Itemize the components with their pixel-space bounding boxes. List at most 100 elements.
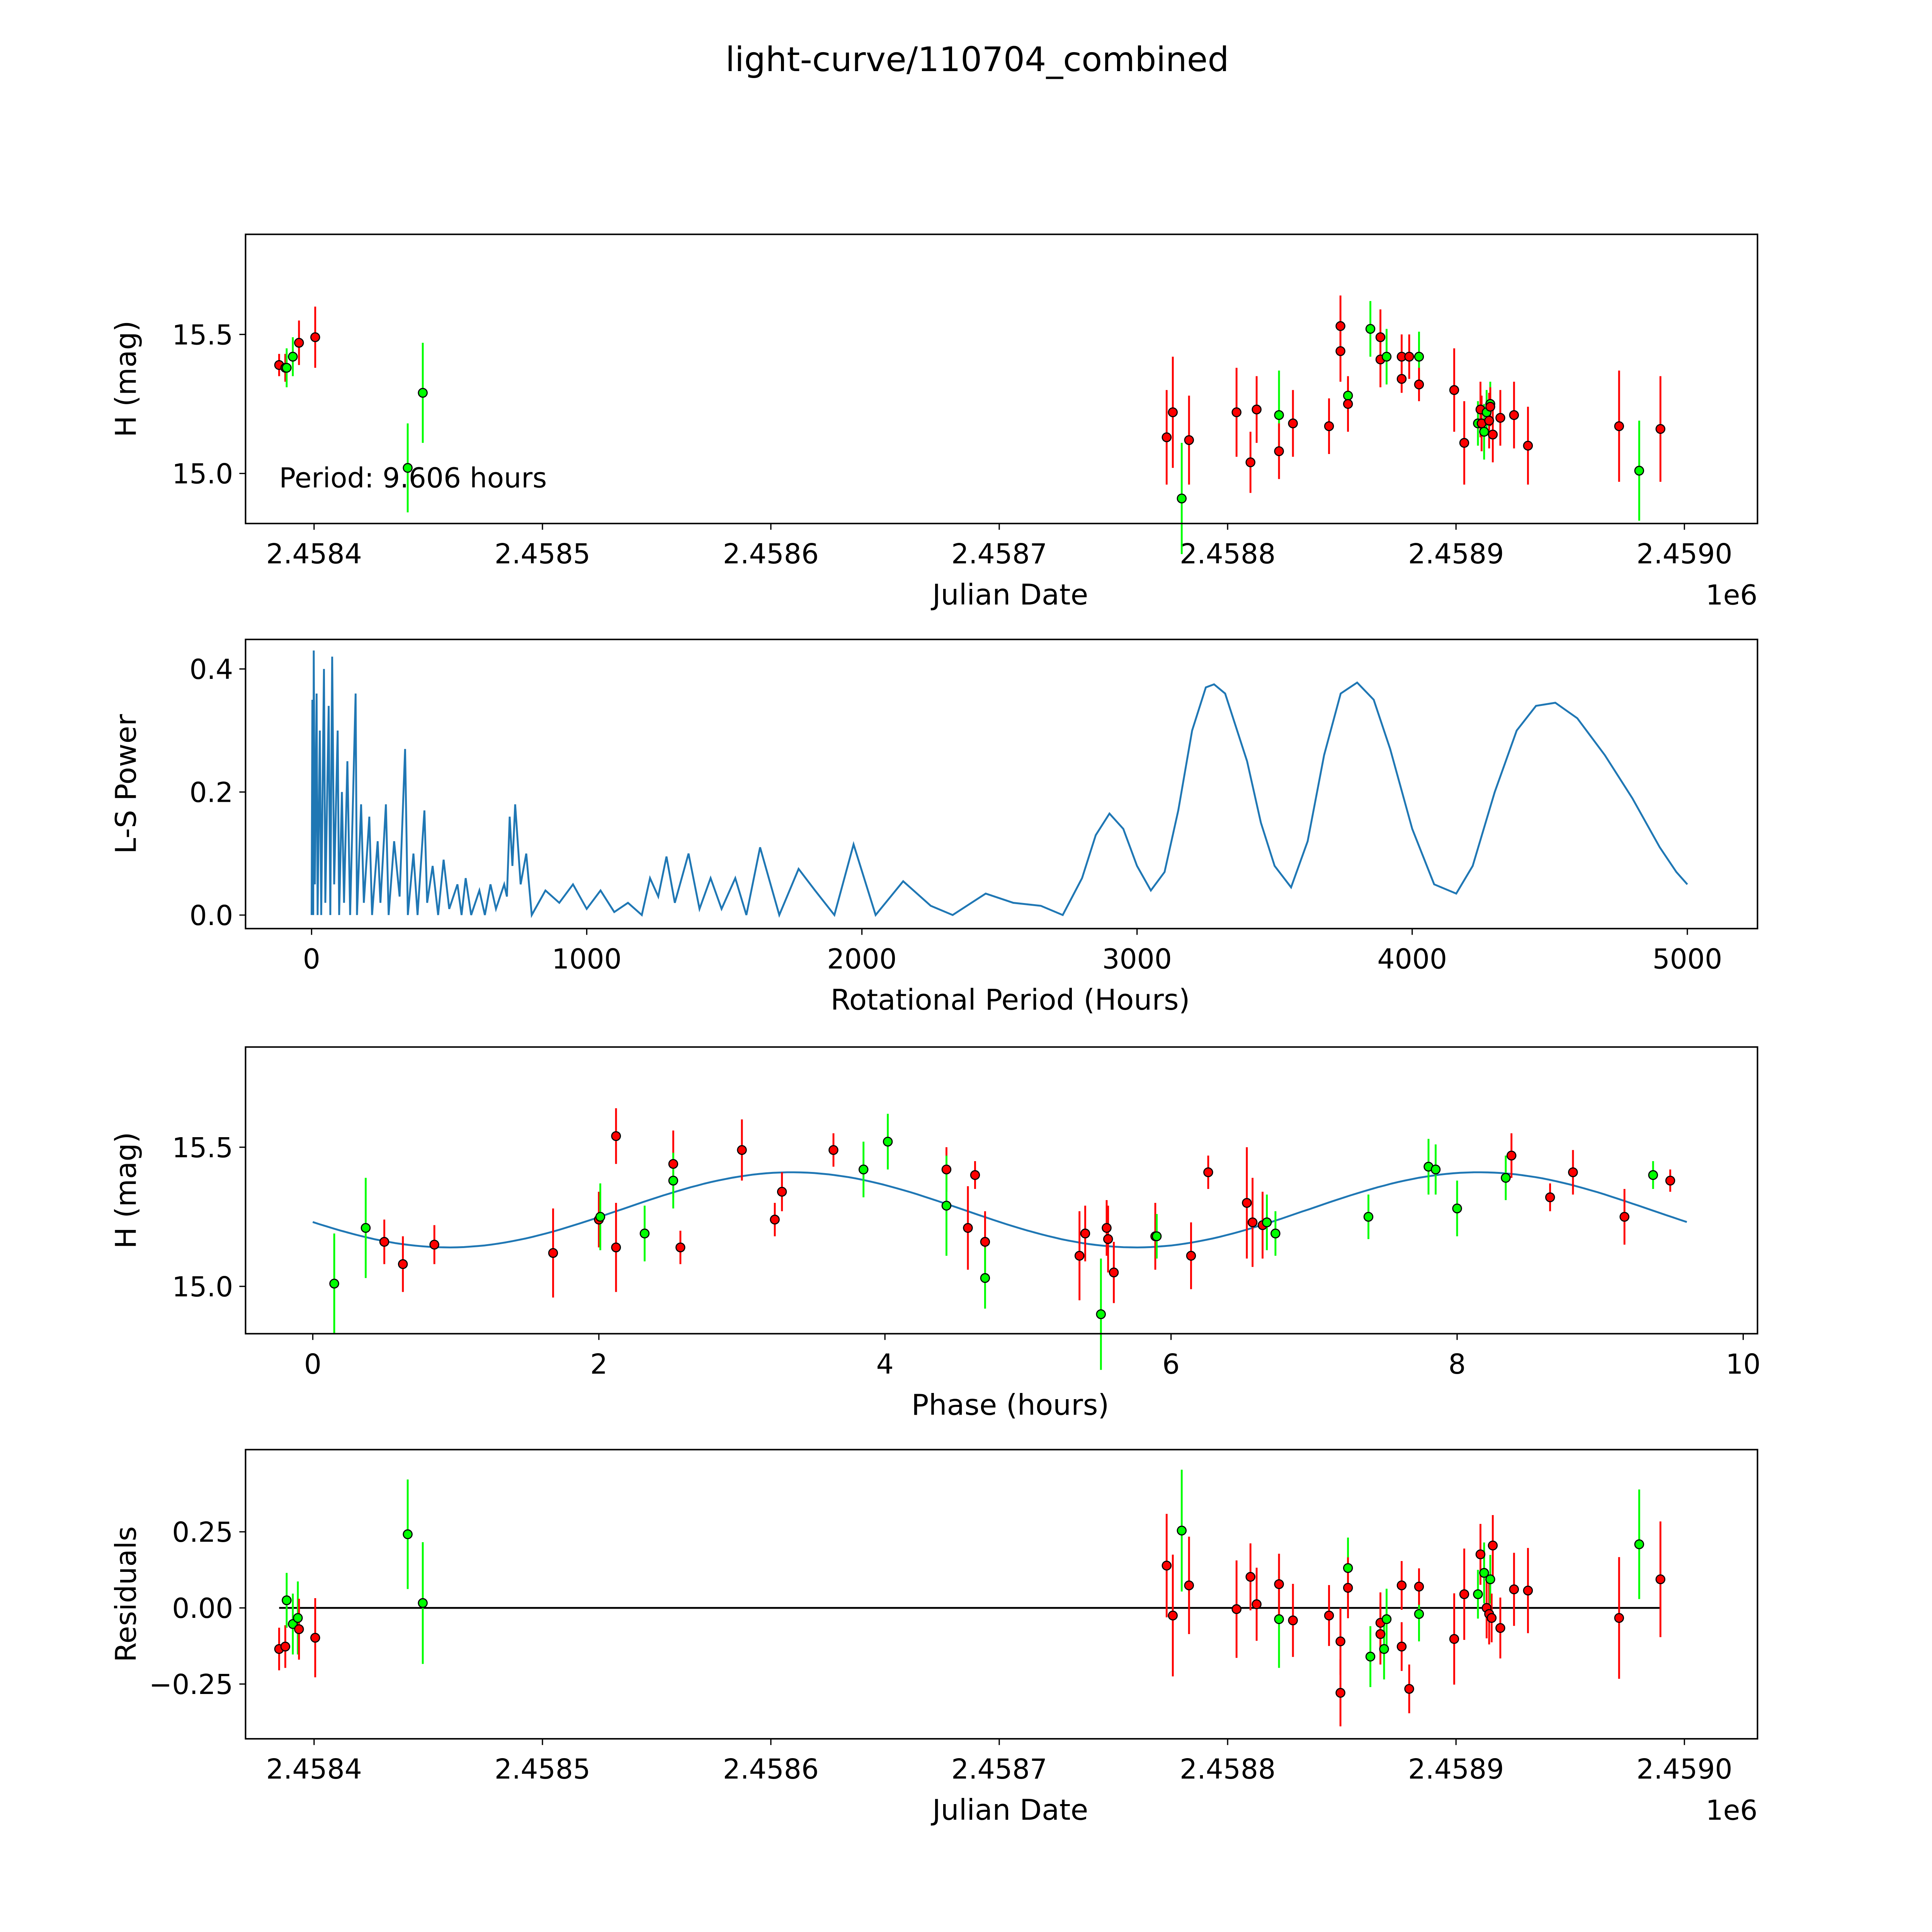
plot-frame bbox=[245, 1449, 1759, 1740]
data-point-r bbox=[1074, 1251, 1085, 1261]
data-point-r bbox=[1484, 415, 1494, 426]
data-point-g bbox=[293, 1613, 303, 1623]
data-point-g bbox=[1414, 352, 1424, 362]
data-point-g bbox=[1365, 324, 1376, 334]
data-point-g bbox=[1430, 1164, 1441, 1175]
data-point-r bbox=[1162, 432, 1172, 442]
data-point-r bbox=[1288, 1615, 1298, 1626]
data-point-r bbox=[1184, 1580, 1194, 1590]
x-tick-label: 2 bbox=[590, 1348, 607, 1380]
y-tick-label: 15.5 bbox=[172, 1132, 233, 1164]
data-point-r bbox=[828, 1145, 838, 1155]
data-point-g bbox=[1343, 391, 1353, 401]
data-point-g bbox=[288, 352, 298, 362]
data-point-g bbox=[980, 1273, 990, 1283]
data-point-r bbox=[1343, 399, 1353, 409]
data-point-r bbox=[1396, 1641, 1407, 1652]
data-point-r bbox=[429, 1240, 439, 1250]
x-tick-label: 5000 bbox=[1653, 943, 1723, 975]
x-tick-label: 2.4586 bbox=[723, 1753, 819, 1785]
data-point-g bbox=[883, 1136, 893, 1147]
data-point-r bbox=[294, 1624, 304, 1634]
data-point-r bbox=[668, 1159, 679, 1169]
data-point-g bbox=[1634, 1539, 1644, 1549]
plot-frame bbox=[245, 233, 1759, 524]
data-point-r bbox=[1245, 1572, 1255, 1582]
periodogram-line bbox=[311, 650, 1688, 918]
data-point-r bbox=[1252, 1599, 1262, 1609]
data-point-r bbox=[1396, 374, 1407, 384]
data-point-r bbox=[1162, 1561, 1172, 1571]
data-point-g bbox=[1501, 1173, 1511, 1183]
x-offset-label: 1e6 bbox=[1706, 579, 1757, 611]
data-point-r bbox=[963, 1223, 973, 1233]
data-point-g bbox=[282, 363, 292, 373]
data-point-g bbox=[1473, 1589, 1483, 1599]
plot-frame bbox=[245, 1046, 1759, 1335]
data-point-r bbox=[970, 1170, 980, 1180]
data-point-r bbox=[1343, 1583, 1353, 1593]
data-point-g bbox=[403, 463, 413, 473]
panel-observations: 2.4584 2.4585 2.4586 2.4587 2.4588 2.4589 2.45… bbox=[110, 233, 1759, 612]
figure-title: light-curve/110704_combined bbox=[725, 40, 1229, 79]
data-point-r bbox=[1168, 407, 1178, 417]
y-axis-label: H (mag) bbox=[110, 1132, 143, 1249]
data-point-g bbox=[361, 1223, 371, 1233]
data-point-r bbox=[1335, 346, 1345, 356]
data-point-r bbox=[1495, 413, 1505, 423]
data-point-g bbox=[1452, 1203, 1462, 1214]
x-tick-label: 2.4590 bbox=[1636, 1753, 1732, 1785]
x-tick-label: 2.4588 bbox=[1180, 538, 1276, 570]
data-point-r bbox=[1231, 1604, 1242, 1614]
data-point-r bbox=[770, 1214, 780, 1225]
data-point-g bbox=[1365, 1651, 1376, 1662]
data-point-g bbox=[418, 1598, 428, 1608]
data-point-r bbox=[1184, 435, 1194, 445]
x-tick-label: 2.4589 bbox=[1408, 1753, 1504, 1785]
data-point-r bbox=[1404, 1684, 1414, 1694]
x-tick-label: 2.4590 bbox=[1636, 538, 1732, 570]
data-point-g bbox=[1381, 352, 1392, 362]
y-tick-label: 0.25 bbox=[172, 1516, 233, 1548]
y-axis-label: H (mag) bbox=[110, 321, 143, 437]
data-point-r bbox=[1324, 421, 1334, 431]
data-point-r bbox=[1449, 385, 1459, 395]
data-point-r bbox=[1545, 1192, 1555, 1202]
data-point-r bbox=[1335, 321, 1345, 331]
x-tick-label: 2.4588 bbox=[1180, 1753, 1276, 1785]
data-point-r bbox=[1274, 1579, 1284, 1589]
data-point-r bbox=[1335, 1688, 1345, 1698]
x-tick-label: 2.4587 bbox=[951, 538, 1047, 570]
data-point-g bbox=[1634, 466, 1644, 476]
data-point-r bbox=[1614, 421, 1624, 431]
data-point-g bbox=[1363, 1212, 1374, 1222]
data-point-r bbox=[1203, 1167, 1213, 1177]
x-tick-label: 2.4589 bbox=[1408, 538, 1504, 570]
data-point-r bbox=[1486, 1613, 1497, 1623]
x-tick-label: 2.4586 bbox=[723, 538, 819, 570]
data-point-r bbox=[1414, 379, 1424, 389]
x-tick-label: 4000 bbox=[1377, 943, 1447, 975]
data-point-r bbox=[1242, 1198, 1252, 1208]
data-point-r bbox=[1375, 1629, 1386, 1639]
x-tick-label: 1000 bbox=[552, 943, 622, 975]
data-point-r bbox=[1245, 457, 1255, 468]
data-point-r bbox=[1186, 1251, 1196, 1261]
y-tick-label: 0.2 bbox=[189, 777, 233, 809]
data-point-g bbox=[941, 1201, 952, 1211]
data-point-g bbox=[858, 1164, 869, 1175]
data-point-g bbox=[1379, 1644, 1389, 1654]
data-point-g bbox=[1381, 1614, 1392, 1624]
x-tick-label: 2.4585 bbox=[495, 538, 590, 570]
data-point-r bbox=[1109, 1267, 1119, 1277]
x-tick-label: 2.4585 bbox=[495, 1753, 590, 1785]
x-tick-label: 0 bbox=[304, 1348, 321, 1380]
data-point-r bbox=[1506, 1150, 1517, 1161]
data-point-r bbox=[1488, 1541, 1498, 1551]
panel-phased: 0 2 4 6 8 10 15.0 15.5 Phase (hours) H (mag) bbox=[110, 1046, 1761, 1422]
plot-frame bbox=[245, 638, 1759, 930]
data-point-r bbox=[1274, 446, 1284, 456]
data-point-g bbox=[1485, 1574, 1495, 1584]
data-point-r bbox=[941, 1164, 952, 1175]
data-point-r bbox=[1414, 1582, 1424, 1592]
